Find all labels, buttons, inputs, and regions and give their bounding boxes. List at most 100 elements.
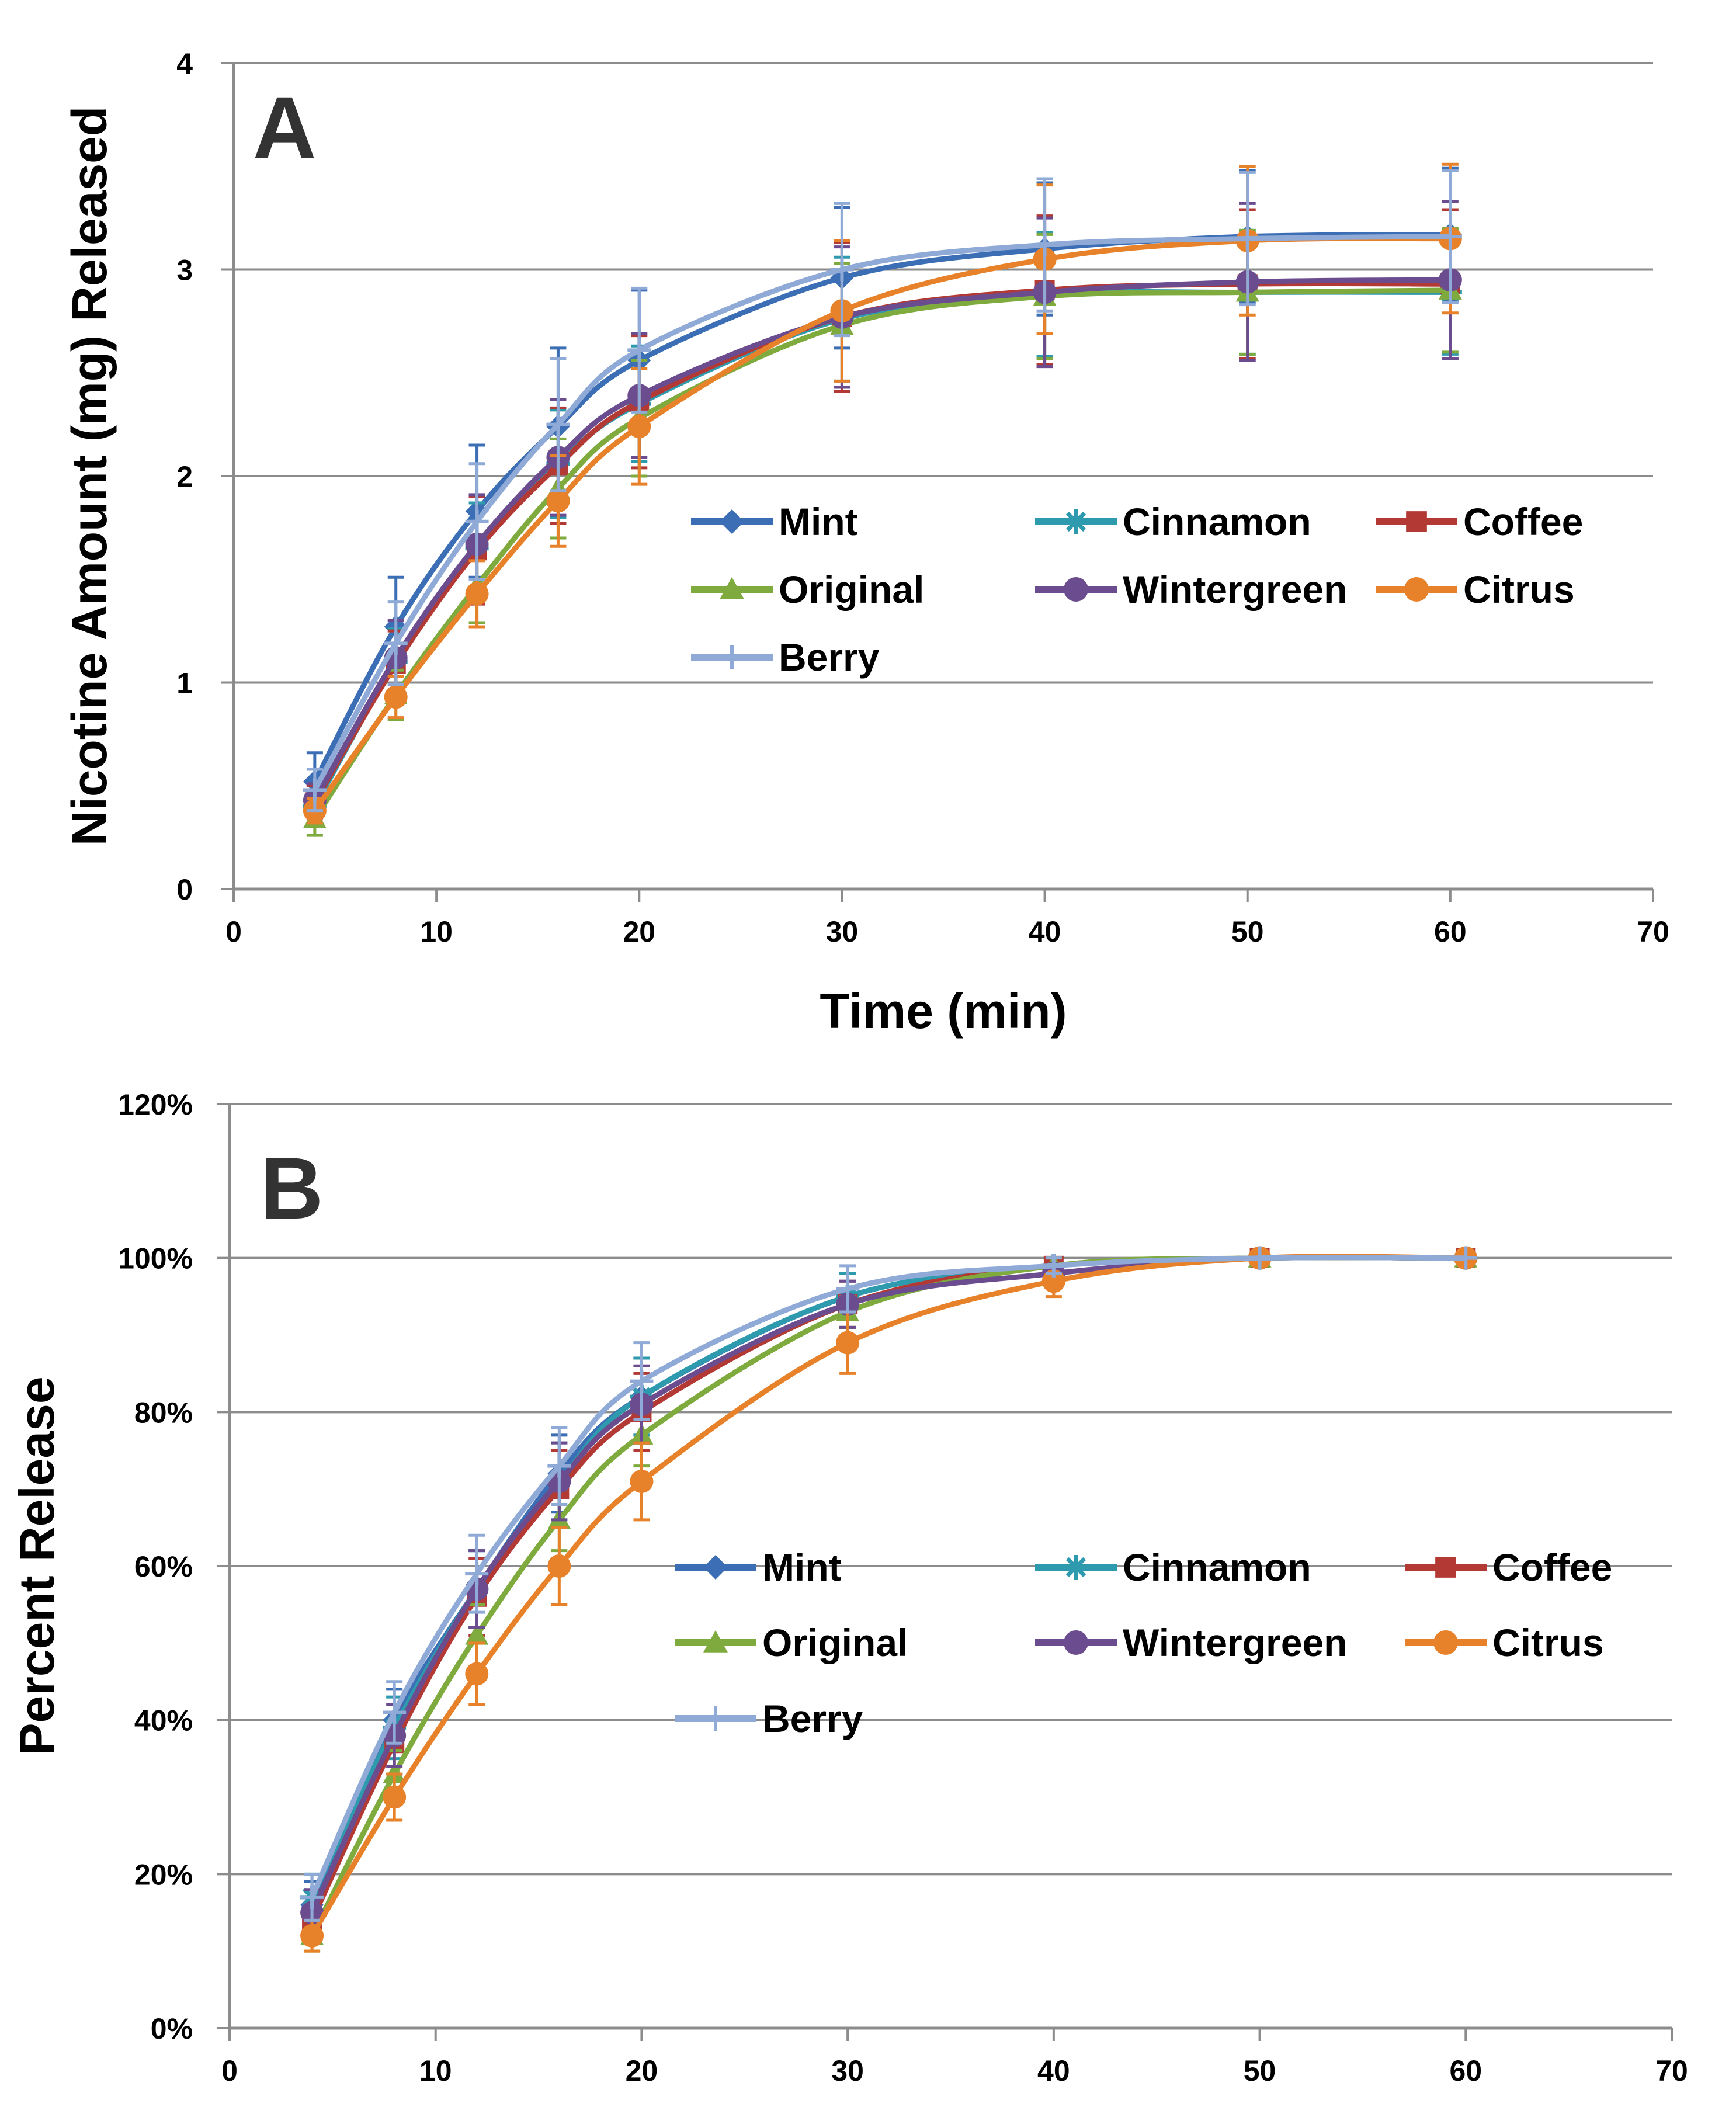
data-point: [836, 1331, 860, 1355]
legend-label: Berry: [762, 1697, 863, 1740]
data-point: [630, 1369, 654, 1393]
legend-entry-citrus: Citrus: [1405, 1621, 1604, 1664]
legend-entry-wintergreen: Wintergreen: [1035, 1621, 1347, 1664]
legend-entry-cinnamon: Cinnamon: [1035, 1546, 1311, 1589]
x-tick-label: 60: [1434, 915, 1467, 948]
legend-swatch-marker: [1404, 577, 1429, 602]
y-axis-title: Percent Release: [9, 1376, 64, 1755]
legend-label: Wintergreen: [1123, 568, 1347, 611]
x-tick-label: 10: [419, 2054, 452, 2087]
legend-entry-mint: Mint: [691, 500, 858, 543]
panel-label: A: [253, 78, 316, 176]
legend-label: Original: [762, 1621, 908, 1664]
series-line: [312, 235, 1453, 814]
data-point: [300, 1924, 324, 1948]
series-line: [309, 1255, 1468, 1900]
legend-swatch-marker: [720, 645, 744, 669]
x-tick-label: 30: [831, 2054, 864, 2087]
series-line: [312, 234, 1453, 793]
x-tick-label: 60: [1449, 2054, 1482, 2087]
series-line: [312, 277, 1453, 803]
data-point: [546, 489, 570, 513]
series-berry: [303, 169, 1462, 813]
data-point: [465, 1623, 489, 1645]
legend-label: Citrus: [1463, 568, 1575, 611]
legend-entry-coffee: Coffee: [1405, 1546, 1612, 1589]
data-point: [836, 1277, 860, 1301]
y-tick-label: 0%: [151, 2012, 193, 2045]
legend-label: Coffee: [1463, 500, 1583, 543]
data-point: [1438, 224, 1462, 248]
x-tick-label: 10: [420, 915, 453, 948]
x-tick-label: 20: [623, 915, 655, 948]
legend-label: Cinnamon: [1123, 500, 1311, 543]
y-tick-label: 80%: [134, 1396, 193, 1429]
y-tick-label: 1: [176, 667, 193, 700]
legend-entry-original: Original: [691, 568, 924, 611]
legend-entry-wintergreen: Wintergreen: [1035, 568, 1347, 611]
y-tick-label: 40%: [134, 1705, 193, 1737]
legend: Mint Cinnamon Coffee Original Wintergreen Cit…: [675, 1546, 1612, 1740]
legend-swatch-marker: [720, 509, 744, 534]
x-tick-label: 0: [225, 915, 242, 948]
x-tick-label: 0: [221, 2054, 238, 2087]
data-point: [1454, 1246, 1478, 1270]
legend-swatch-marker: [1064, 1630, 1088, 1655]
legend-swatch-marker: [703, 1555, 728, 1580]
data-point: [303, 778, 327, 802]
data-point: [465, 582, 489, 606]
x-tick-label: 20: [626, 2054, 658, 2087]
legend-label: Coffee: [1492, 1546, 1612, 1589]
data-point: [547, 1454, 571, 1478]
legend-entry-mint: Mint: [675, 1546, 842, 1589]
data-point: [630, 1469, 654, 1493]
data-point: [465, 1562, 489, 1586]
chart-panel-b: 0%20%40%60%80%100%120%010203040506070Tim…: [9, 1088, 1688, 2087]
y-tick-label: 20%: [134, 1858, 193, 1891]
legend-entry-coffee: Coffee: [1376, 500, 1583, 543]
legend-entry-cinnamon: Cinnamon: [1035, 500, 1311, 543]
y-tick-label: 100%: [118, 1242, 193, 1275]
legend-label: Mint: [762, 1546, 842, 1589]
x-tick-label: 40: [1029, 915, 1061, 948]
x-tick-label: 70: [1655, 2054, 1688, 2087]
legend-label: Original: [779, 568, 924, 611]
legend-entry-citrus: Citrus: [1376, 568, 1575, 611]
x-tick-label: 40: [1037, 2054, 1070, 2087]
legend-swatch-marker: [1064, 509, 1088, 534]
y-tick-label: 60%: [134, 1550, 193, 1583]
legend-entry-berry: Berry: [675, 1697, 863, 1740]
data-point: [1235, 227, 1259, 251]
y-tick-label: 0: [176, 873, 193, 906]
y-tick-label: 120%: [118, 1088, 193, 1121]
legend-entry-original: Original: [675, 1621, 908, 1664]
panel-label: B: [260, 1139, 323, 1237]
legend-label: Wintergreen: [1123, 1621, 1347, 1664]
data-point: [1248, 1246, 1272, 1270]
x-tick-label: 30: [826, 915, 859, 948]
y-tick-label: 3: [176, 254, 193, 287]
y-tick-label: 4: [176, 47, 193, 80]
x-tick-label: 70: [1637, 915, 1669, 948]
data-point: [384, 685, 408, 709]
legend-swatch-marker: [1406, 511, 1427, 532]
data-point: [465, 1662, 489, 1686]
data-point: [383, 1700, 407, 1724]
legend-swatch-marker: [720, 577, 744, 599]
data-point: [384, 631, 408, 655]
legend-label: Berry: [779, 636, 880, 679]
data-point: [546, 412, 570, 436]
legend-swatch-marker: [1433, 1630, 1458, 1655]
data-point: [1041, 1254, 1065, 1278]
legend-swatch-marker: [703, 1630, 728, 1653]
series-berry: [300, 1246, 1478, 1922]
data-point: [1041, 1269, 1065, 1293]
data-point: [627, 338, 651, 362]
legend-swatch-marker: [1064, 577, 1088, 602]
y-tick-label: 2: [176, 460, 193, 493]
legend-swatch-marker: [703, 1706, 728, 1731]
data-point: [465, 509, 489, 533]
data-point: [1033, 233, 1057, 257]
